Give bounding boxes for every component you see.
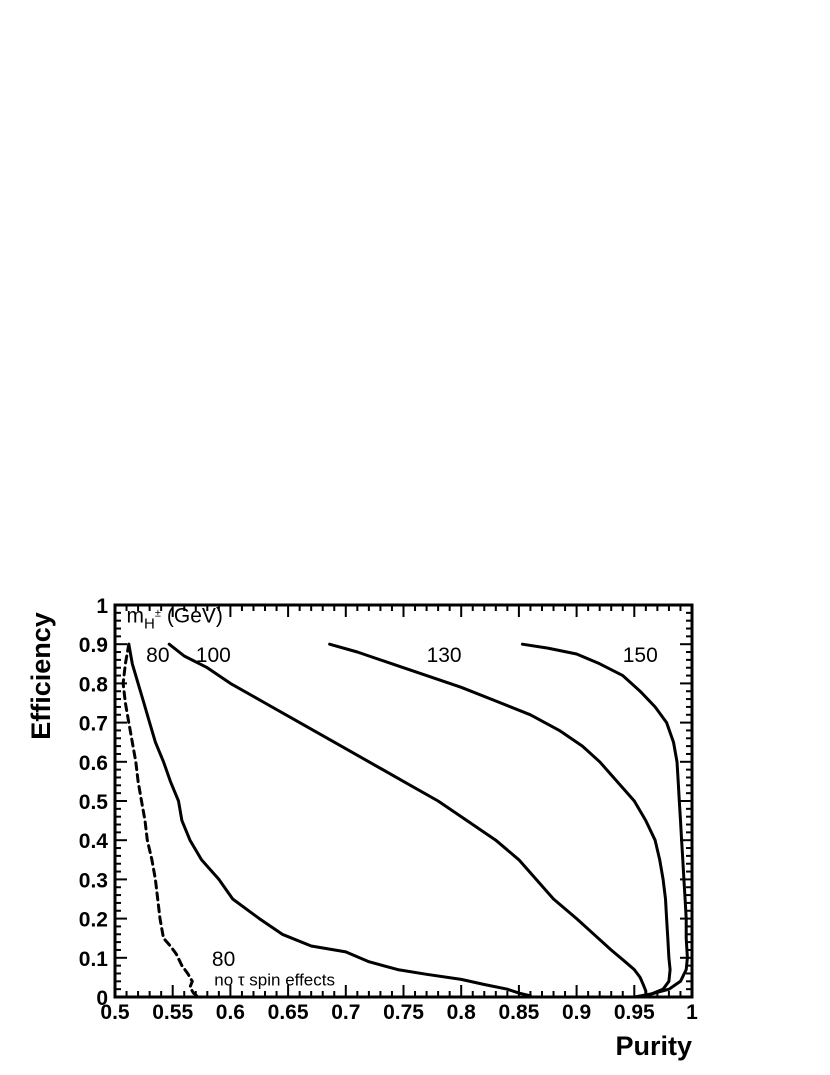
x-tick-label: 0.55 [152,1001,193,1024]
y-tick-label: 0.9 [79,634,108,657]
curve-annotation: 80 [146,644,169,667]
x-tick-label: 0.5 [100,1001,130,1024]
y-tick-label: 0.7 [79,713,108,736]
x-tick-label: 0.6 [216,1001,245,1024]
y-tick-label: 0.6 [79,752,108,775]
y-tick-label: 0.1 [79,948,109,971]
legend-title-unit: (GeV) [167,605,223,628]
x-tick-label: 0.85 [498,1001,539,1024]
y-tick-label: 0.2 [79,909,108,932]
x-tick-label: 0.95 [614,1001,655,1024]
y-tick-label: 1 [96,595,108,618]
y-axis-title: Efficiency [26,612,56,740]
curves [121,642,689,999]
y-tick-label: 0.5 [79,791,109,814]
x-tick-label: 0.9 [562,1001,591,1024]
x-axis-title: Purity [615,1031,692,1061]
y-tick-label: 0.8 [79,673,109,696]
x-tick-label: 0.7 [331,1001,360,1024]
curve-dashed-4 [121,642,200,999]
curve-solid-0 [127,642,532,998]
curve-annotation: 80 [212,948,235,971]
y-tick-labels: 0 0.1 0.2 0.3 0.4 0.5 0.6 0.7 0.8 0.9 1 [79,595,109,1010]
legend-title-sub: H [144,616,155,633]
curve-annotation: 150 [623,644,658,667]
legend-title-sup: ± [155,608,161,620]
y-tick-label: 0.4 [79,830,109,853]
y-tick-label: 0.3 [79,869,108,892]
curve-annotation: no τ spin effects [214,970,335,989]
curve-solid-3 [520,642,689,999]
x-tick-label: 0.75 [383,1001,424,1024]
legend-title: mH± (GeV) [127,605,223,633]
x-tick-label: 0.65 [268,1001,309,1024]
x-tick-labels: 0.5 0.55 0.6 0.65 0.7 0.75 0.8 0.85 0.9 0.95 1 [100,1001,698,1024]
y-tick-label: 0 [96,987,108,1010]
curve-solid-1 [167,642,648,999]
x-tick-label: 1 [686,1001,698,1024]
x-tick-label: 0.8 [447,1001,477,1024]
curve-solid-2 [328,642,672,999]
plot-frame [113,603,694,999]
legend-title-var: m [127,605,145,628]
curve-annotation: 100 [196,644,231,667]
curve-annotation: 130 [427,644,462,667]
